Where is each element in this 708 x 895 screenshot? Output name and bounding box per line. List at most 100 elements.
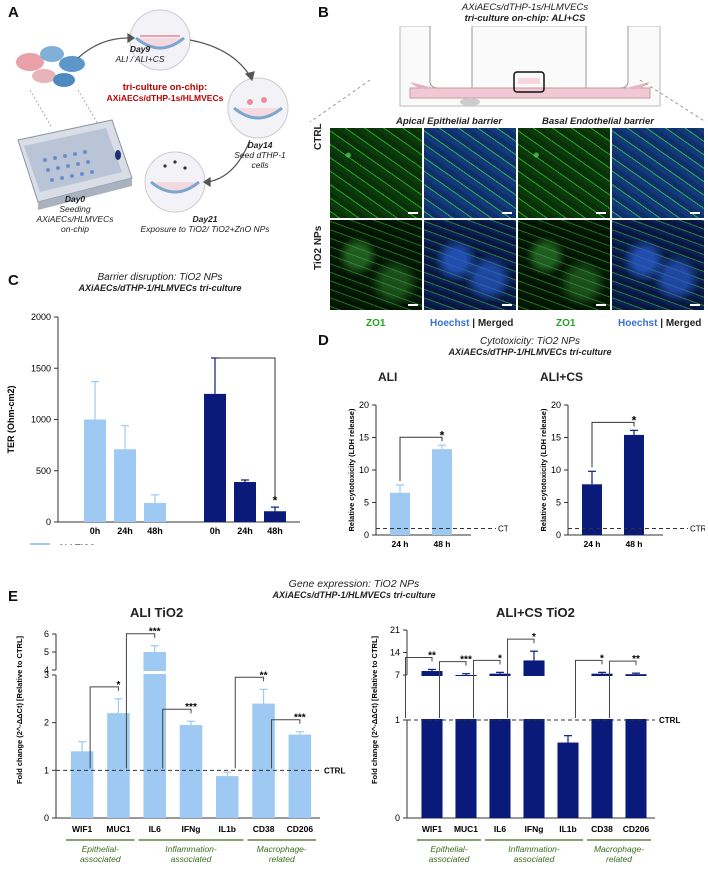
x-tick-label: IL1b [559,824,576,834]
significance-star: ** [632,654,640,665]
panel-d-title1: Cytotoxicity: TiO2 NPs [480,336,580,347]
ctrl-label: CTRL [498,525,508,534]
micrograph-apical-ctrl-zo1 [330,128,422,218]
cells-cluster [16,46,99,129]
panel-e-title1: Gene expression: TiO2 NPs [288,578,420,590]
significance-star: * [600,653,604,664]
zo1-label-b: ZO1 [556,318,576,329]
row-label-ctrl: CTRL [313,123,324,150]
day0-title: Day0 [64,194,86,204]
x-tick-label: WIF1 [72,824,93,834]
chart-c: 0 500 1000 1500 2000 TER (Ohm-cm2) 0h 24h 48h 0h 2… [6,312,300,545]
axis-break-gap [142,671,167,674]
significance-star: ** [260,670,268,681]
y-axis-label: TER (Ohm-cm2) [6,385,16,453]
panel-d-title2: AXiAECs/dTHP-1/HLMVECs tri-culture [448,347,612,357]
day0-sub2: AXiAECs/HLMVECs [36,214,114,224]
day14-text: Day14 Seed dTHP-1 cells [225,140,295,170]
zoom-lines [310,80,707,123]
significance-bracket [271,719,301,769]
y-tick-label: 0 [44,813,49,823]
significance-star: * [532,632,536,643]
chart-e-alics: 0 1 7 14 21 Fold change (2^-ΔΔCt) [Relative t… [370,625,680,864]
bar [84,419,106,522]
x-tick-label: 48 h [625,539,642,549]
micrograph-basal-tio2-merged [612,220,704,310]
hoechst-merged-label-a: Hoechst | Merged [430,318,514,329]
x-tick-label: 24 h [391,539,408,549]
x-tick-label: 0h [90,526,101,536]
y-tick-label: 1000 [31,415,51,425]
x-tick-label: MUC1 [454,824,478,834]
significance-bracket [404,656,433,718]
micrograph-apical-ctrl-merged [424,128,516,218]
x-tick-label: IL1b [219,824,236,834]
group-label-line2: associated [514,854,555,864]
panel-e-label: E [8,588,19,605]
panel-b-title2: tri-culture on-chip: ALI+CS [464,13,586,24]
legend-label-ali: ALI TiO2 [58,543,95,545]
panel-e-title2: AXiAECs/dTHP-1/HLMVECs tri-culture [272,590,436,600]
bar [204,393,226,522]
significance-bracket [608,660,637,718]
group-label-line1: Macrophage- [257,844,307,854]
tri-culture-sub: AXiAECs/dTHP-1s/HLMVECs [106,93,224,103]
micrograph-basal-ctrl-merged [612,128,704,218]
significance-bracket [574,659,603,718]
bar [252,703,275,818]
hoechst-label-a: Hoechst [430,318,470,329]
x-tick-label: MUC1 [106,824,130,834]
group-label-line2: associated [429,854,470,864]
y-tick-label: 10 [551,465,561,475]
zo1-label-a: ZO1 [366,318,386,329]
chip-crosssection [399,26,661,107]
bar [70,751,94,818]
significance-star: *** [149,627,161,638]
significance-star: * [498,653,502,664]
tri-culture-text: tri-culture on-chip: AXiAECs/dTHP-1s/HLM… [100,82,230,103]
significance-star: * [632,413,637,427]
y-tick-label: 1 [395,715,400,725]
hoechst-label-b: Hoechst [618,318,658,329]
bar [143,652,166,818]
y-tick-label: 6 [44,629,49,639]
axis-break-gap [624,676,648,719]
day0-sub3: on-chip [61,224,89,234]
y-tick-label: 7 [395,670,400,680]
x-tick-label: CD38 [591,824,613,834]
bar [114,449,136,522]
panel-a-schematic [16,9,289,213]
y-tick-label: 500 [36,466,51,476]
merged-label-a: Merged [477,318,514,329]
day21-title: Day21 [192,214,218,224]
significance-bracket [591,421,635,468]
significance-bracket [125,633,156,769]
y-tick-label: 20 [359,400,369,410]
micrograph-apical-tio2-zo1 [330,220,422,310]
group-label-line1: Epithelial- [82,844,119,854]
bar [144,503,166,522]
y-axis-label: Relative cytotoxicity (LDH release) [347,408,356,531]
micrograph-apical-tio2-merged [424,220,516,310]
axis-break-gap [420,676,444,719]
micrograph-basal-ctrl-zo1 [518,128,610,218]
y-tick-label: 0 [46,517,51,527]
panel-d-title: Cytotoxicity: TiO2 NPs AXiAECs/dTHP-1/HL… [370,336,690,357]
bar [557,742,579,818]
y-tick-label: 10 [359,465,369,475]
bar [264,511,286,522]
day0-text: Day0 Seeding AXiAECs/HLMVECs on-chip [30,194,120,234]
panel-b-title1: AXiAECs/dTHP-1s/HLMVECs [461,2,589,13]
bar [216,776,239,818]
y-axis-label: Fold change (2^-ΔΔCt) [Relative to CTRL] [15,635,24,784]
significance-star: ** [428,650,436,661]
group-label-line1: Inflammation- [508,844,560,854]
panel-d-label: D [318,332,329,349]
axis-break-gap [488,676,512,719]
y-tick-label: 3 [44,670,49,680]
axis-break-gap [454,676,478,719]
day9-title: Day9 [129,44,151,54]
y-tick-label: 15 [359,433,369,443]
bar [179,725,203,818]
x-tick-label: 48 h [433,539,450,549]
